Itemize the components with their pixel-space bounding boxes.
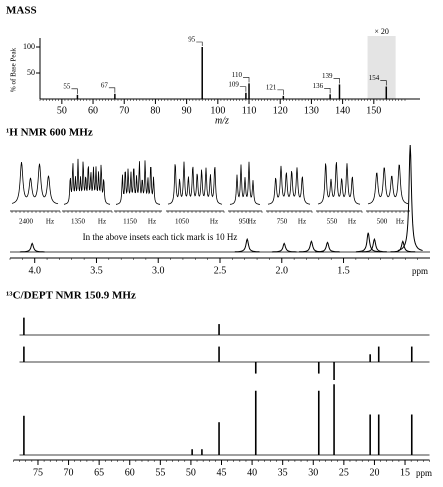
peak: [355, 232, 381, 253]
x-tick-label: 55: [155, 467, 165, 478]
peak-label: 121: [266, 83, 277, 91]
y-axis-label: % of Base Peak: [10, 47, 18, 92]
mass-title: MASS: [6, 5, 37, 17]
inset-multiplet: [267, 165, 311, 205]
inset-multiplet: [229, 161, 260, 205]
peak-label-hook: [333, 78, 340, 84]
inset-unit: Hz: [210, 218, 218, 226]
peak-label-hook: [277, 89, 284, 95]
peak-label: 110: [232, 71, 243, 79]
x-tick-label: 150: [366, 105, 381, 116]
inset-unit: Hz: [396, 218, 404, 226]
inset-multiplet: [116, 160, 160, 205]
inset-unit: Hz: [248, 218, 256, 226]
x-tick-label: 2.0: [276, 265, 289, 276]
x-tick-label: 65: [94, 467, 104, 478]
x-tick-label: 15: [400, 467, 410, 478]
x-axis-label: ppm: [412, 266, 428, 276]
inset-unit: Hz: [98, 218, 106, 226]
x-tick-label: 60: [88, 105, 98, 116]
inset-tick-label: 550: [327, 218, 338, 226]
peak-label: 139: [322, 72, 333, 80]
peak-label-hook: [196, 41, 203, 46]
x-tick-label: 75: [33, 467, 43, 478]
x-tick-label: 110: [242, 105, 257, 116]
x-tick-label: 35: [278, 467, 288, 478]
inset-unit: Hz: [148, 218, 156, 226]
x-tick-label: 100: [210, 105, 225, 116]
peak: [397, 144, 423, 251]
inset-multiplet: [11, 162, 59, 205]
peak: [362, 237, 387, 253]
peak: [315, 241, 340, 253]
peak-label-hook: [324, 88, 331, 94]
inset-tick-label: 1050: [175, 218, 190, 226]
peak-label: 67: [101, 81, 109, 89]
peak-label: 55: [63, 82, 71, 90]
inset-multiplet: [317, 162, 361, 205]
peak-label: 154: [369, 74, 380, 82]
x-tick-label: 80: [150, 105, 160, 116]
x-tick-label: 45: [217, 467, 227, 478]
x-tick-label: 20: [369, 467, 379, 478]
cnmr-title: ¹³C/DEPT NMR 150.9 MHz: [6, 290, 136, 302]
zoom-label: × 20: [374, 27, 389, 36]
y-tick-label: 100: [23, 42, 35, 51]
x-tick-label: 70: [64, 467, 74, 478]
peak: [234, 237, 260, 253]
inset-tick-label: 950: [239, 218, 250, 226]
peak-label: 136: [313, 82, 324, 90]
x-tick-label: 50: [57, 105, 67, 116]
x-tick-label: 4.0: [28, 265, 41, 276]
inset-unit: Hz: [46, 218, 54, 226]
inset-multiplet: [167, 161, 223, 205]
inset-multiplet: [367, 164, 409, 205]
peak-label-hook: [380, 80, 387, 86]
x-tick-label: 130: [304, 105, 319, 116]
x-tick-label: 3.0: [152, 265, 165, 276]
inset-tick-label: 1350: [71, 218, 86, 226]
inset-tick-label: 750: [277, 218, 288, 226]
peak-label-hook: [239, 86, 247, 92]
peak: [390, 240, 416, 253]
inset-note: In the above insets each tick mark is 10…: [83, 232, 238, 242]
zoom-region: [367, 36, 396, 99]
x-tick-label: 50: [186, 467, 196, 478]
inset-tick-label: 500: [377, 218, 388, 226]
x-tick-label: 40: [247, 467, 257, 478]
x-tick-label: 90: [182, 105, 192, 116]
peak-label: 95: [188, 36, 196, 44]
peak-label-hook: [108, 87, 116, 93]
x-axis-label: m/z: [215, 115, 229, 126]
x-tick-label: 3.5: [90, 265, 103, 276]
inset-tick-label: 2400: [19, 218, 34, 226]
inset-unit: Hz: [348, 218, 356, 226]
peak-label: 109: [228, 80, 239, 88]
inset-multiplet: [63, 158, 111, 205]
inset-tick-label: 1150: [123, 218, 137, 226]
x-tick-label: 25: [339, 467, 349, 478]
hnmr-title: ¹H NMR 600 MHz: [6, 127, 93, 139]
x-tick-label: 70: [119, 105, 129, 116]
x-axis-label: ppm: [416, 468, 432, 478]
peak-label-hook: [71, 88, 78, 94]
inset-unit: Hz: [298, 218, 306, 226]
peak: [299, 240, 324, 253]
x-tick-label: 120: [273, 105, 288, 116]
x-tick-label: 1.5: [337, 265, 350, 276]
x-tick-label: 60: [125, 467, 135, 478]
y-tick-label: 50: [27, 68, 35, 77]
x-tick-label: 140: [335, 105, 350, 116]
peak-label-hook: [243, 77, 250, 83]
x-tick-label: 2.5: [214, 265, 227, 276]
x-tick-label: 30: [308, 467, 318, 478]
peak: [271, 242, 297, 253]
peak: [19, 242, 45, 253]
